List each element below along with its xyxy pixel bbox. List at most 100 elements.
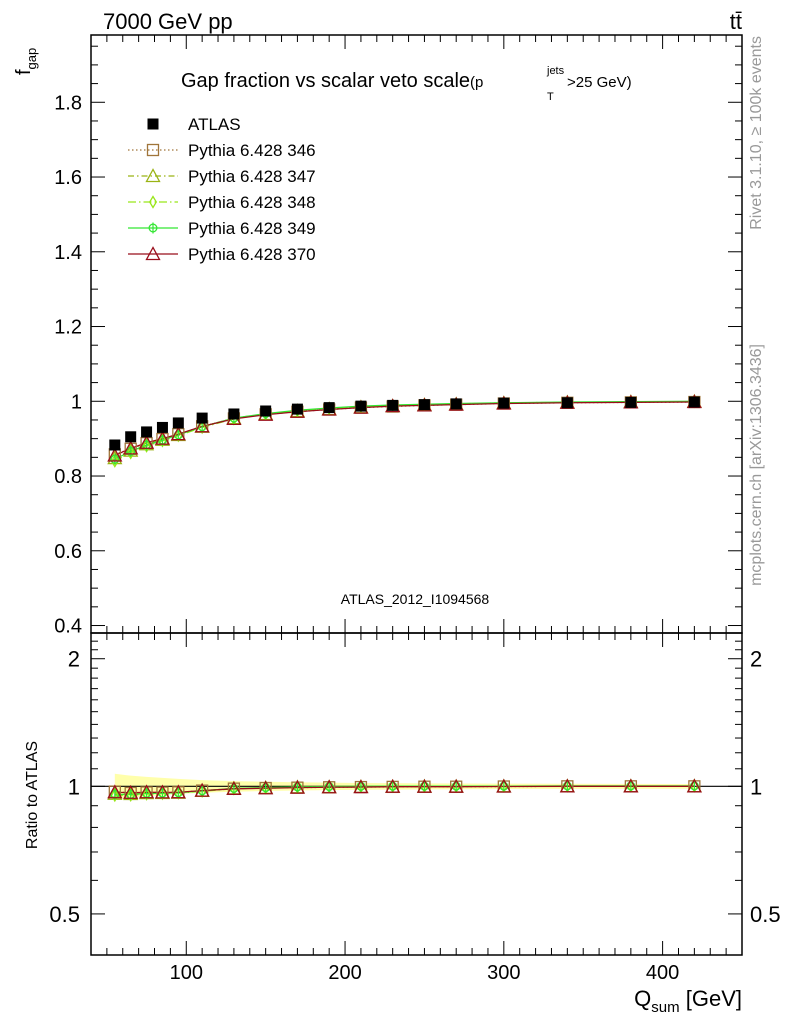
series-2-point: [158, 434, 167, 448]
series-2-ratio-point: [174, 786, 183, 800]
atlas-data-point: [196, 412, 208, 424]
series-4-point: [123, 440, 139, 455]
series-4-point: [194, 418, 210, 433]
title-main: Gap fraction vs scalar veto scale: [181, 70, 470, 92]
series-4-ratio-point: [194, 782, 210, 797]
series-4-ratio-point: [559, 778, 575, 793]
series-2-point: [110, 454, 119, 468]
legend-label-4: Pythia 6.428 370: [188, 245, 316, 264]
ratio-tick-label-left: 1: [68, 774, 80, 799]
legend-label-1: Pythia 6.428 347: [188, 167, 316, 186]
atlas-data-point: [228, 408, 240, 420]
plot-title: Gap fraction vs scalar veto scale(p: [181, 70, 483, 92]
legend-label-3: Pythia 6.428 349: [188, 219, 316, 238]
x-tick-label: 200: [328, 962, 361, 984]
series-2-ratio-point: [126, 788, 135, 803]
xlabel-sub: sum: [651, 999, 679, 1016]
series-4-ratio-point: [289, 779, 306, 794]
series-4-ratio-point: [385, 778, 401, 793]
legend-marker-2: [148, 195, 158, 209]
ylabel-main: fgap: [13, 48, 39, 75]
series-2-ratio-point: [158, 786, 167, 801]
axis-ticks: [91, 35, 742, 955]
series-2-point: [174, 428, 183, 443]
x-tick-label: 400: [646, 962, 679, 984]
y-tick-label: 0.6: [54, 541, 82, 563]
mcplots-label: mcplots.cern.ch [arXiv:1306.3436]: [748, 344, 765, 586]
atlas-data-point: [561, 397, 573, 409]
analysis-watermark: ATLAS_2012_I1094568: [341, 591, 490, 607]
ylabel-ratio: Ratio to ATLAS: [24, 741, 41, 849]
ratio-tick-label-left: 2: [68, 647, 80, 672]
legend-marker-0: [146, 143, 160, 157]
atlas-data-point: [355, 400, 367, 412]
atlas-data-point: [688, 396, 700, 408]
ratio-tick-label-right: 2: [750, 647, 762, 672]
atlas-data-point: [291, 403, 303, 415]
y-tick-label: 1.4: [54, 242, 82, 264]
series-4-ratio-point: [154, 784, 171, 799]
series-4-ratio-point: [107, 784, 123, 799]
rivet-label: Rivet 3.1.10, ≥ 100k events: [748, 36, 765, 230]
series-4-ratio-point: [496, 778, 512, 793]
ratio-frame: [90, 632, 743, 956]
ylabel-main-f: f: [13, 69, 35, 75]
legend-label-atlas: ATLAS: [188, 115, 241, 134]
atlas-data-point: [260, 405, 272, 417]
xlabel-q: Q: [634, 986, 651, 1011]
y-tick-label: 1.8: [54, 92, 82, 114]
series-2-ratio-point: [142, 787, 151, 801]
series-4-ratio-point: [686, 778, 702, 793]
series-4-point: [107, 447, 123, 462]
series-4-ratio-point: [123, 784, 139, 799]
title-sup: jets: [546, 65, 565, 77]
series-4-ratio-point: [353, 779, 369, 794]
title-paren: (p: [470, 74, 483, 91]
series-2-point: [142, 439, 151, 453]
atlas-data-point: [323, 402, 335, 414]
x-tick-label: 300: [487, 962, 520, 984]
atlas-data-point: [156, 421, 168, 433]
ratio-tick-label-left: 0.5: [49, 902, 80, 927]
atlas-data-point: [387, 399, 399, 411]
tick-labels: 100 200 300 400 0.4 0.6 0.8 1 1.2 1.4 1.6 1.8 0.5 0.5…: [49, 92, 780, 984]
atlas-data-point: [498, 397, 510, 409]
header-right: tt̄: [730, 9, 742, 34]
series-4-point: [138, 434, 155, 449]
series-4-point: [170, 426, 186, 441]
atlas-data-point: [109, 439, 121, 451]
y-tick-label: 0.4: [54, 616, 82, 638]
xlabel: Qsum [GeV]: [634, 986, 742, 1016]
atlas-data-point: [172, 417, 184, 429]
atlas-data-point: [125, 431, 137, 443]
series-4-ratio-point: [226, 780, 242, 795]
y-tick-label: 1.6: [54, 167, 82, 189]
y-tick-label: 0.8: [54, 466, 82, 488]
series-4-ratio-point: [258, 780, 274, 795]
series-4-ratio-point: [138, 784, 155, 799]
series-4-ratio-point: [448, 778, 464, 793]
ylabel-main-sub: gap: [24, 48, 39, 70]
series-4-point: [154, 430, 171, 445]
title-sub: T: [547, 91, 554, 103]
atlas-data-point: [141, 426, 153, 438]
ratio-tick-label-right: 0.5: [750, 902, 781, 927]
series-4-ratio-point: [416, 778, 433, 793]
series-2-point: [126, 446, 135, 460]
atlas-data-point: [625, 396, 637, 408]
series-2-ratio-point: [110, 788, 119, 803]
atlas-data-point: [418, 399, 430, 411]
y-tick-label: 1: [71, 391, 82, 413]
series-4-ratio-point: [170, 784, 186, 799]
xlabel-unit: [GeV]: [680, 986, 742, 1011]
ratio-tick-label-right: 1: [750, 774, 762, 799]
atlas-data-point: [450, 398, 462, 410]
data-points: [107, 393, 702, 803]
x-tick-label: 100: [170, 962, 203, 984]
series-4-ratio-point: [623, 778, 639, 793]
series-4-ratio-point: [321, 779, 337, 794]
legend-marker-4: [145, 246, 161, 261]
legend-marker-1: [145, 168, 161, 183]
legend-marker-atlas: [147, 118, 159, 130]
